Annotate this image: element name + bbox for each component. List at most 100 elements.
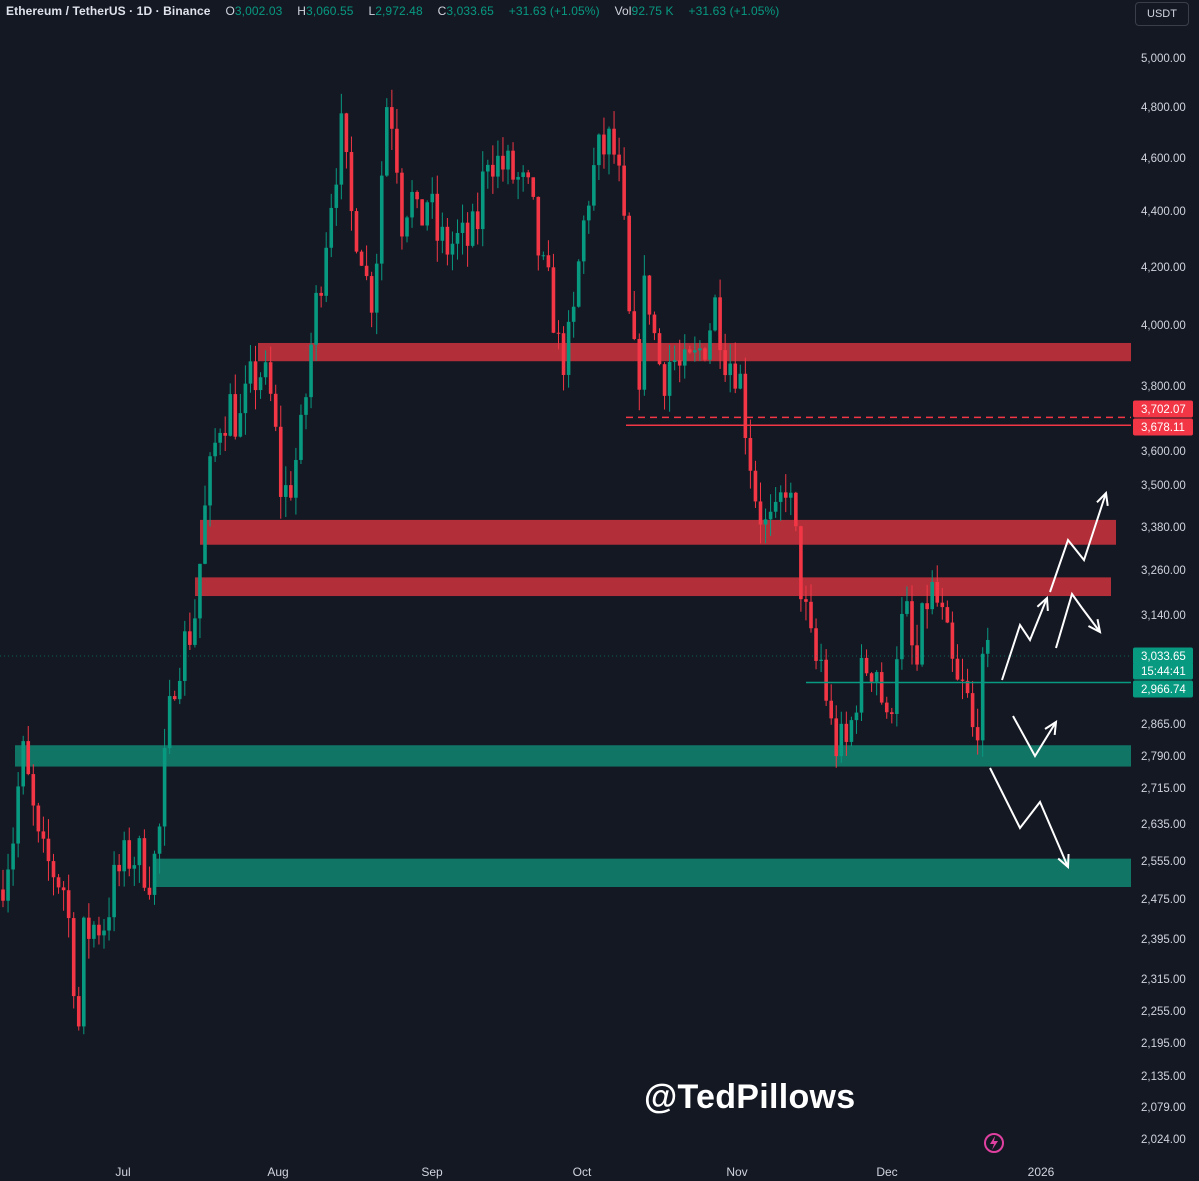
candle-body: [925, 603, 929, 610]
candle-body: [657, 333, 662, 365]
price-tick-label: 2,135.00: [1141, 1071, 1186, 1083]
time-tick-label: Oct: [573, 1165, 592, 1179]
candle-body: [864, 657, 869, 674]
candle-body: [799, 526, 803, 600]
candle-body: [465, 222, 470, 246]
candle-body: [253, 361, 258, 391]
price-label-text: 3,702.07: [1141, 404, 1186, 416]
candle-body: [748, 437, 753, 471]
candle-body: [374, 263, 379, 313]
price-tick-label: 2,024.00: [1141, 1134, 1186, 1146]
candle-body: [890, 712, 894, 715]
candle-body: [339, 113, 344, 185]
candle-body: [273, 393, 278, 427]
candle-body: [278, 426, 283, 497]
symbol-title[interactable]: Ethereum / TetherUS · 1D · Binance: [6, 4, 211, 18]
lightning-icon[interactable]: [982, 1131, 1006, 1155]
candle-body: [844, 723, 849, 742]
candle-body: [440, 226, 445, 241]
candle-body: [688, 349, 692, 353]
price-label-box: [1133, 662, 1193, 680]
candle-body: [733, 363, 738, 389]
candle-body: [496, 155, 500, 177]
resistance-zone: [195, 577, 1111, 597]
candle-body: [965, 680, 970, 694]
candle-body: [703, 348, 707, 360]
candle-body: [268, 362, 273, 394]
candle-body: [632, 311, 637, 339]
candle-body: [359, 251, 364, 266]
candle-body: [97, 924, 101, 936]
candle-body: [975, 727, 980, 741]
candle-body: [31, 774, 36, 806]
candle-body: [980, 653, 985, 741]
candle-body: [849, 720, 854, 742]
candle-body: [718, 297, 722, 351]
arrow-bounce: [1012, 715, 1057, 758]
candle-body: [162, 748, 167, 827]
candle-body: [672, 360, 677, 362]
support-zone: [155, 858, 1131, 887]
candle-body: [11, 843, 15, 870]
candle-body: [501, 155, 505, 170]
candle-body: [698, 348, 702, 351]
candle-body: [258, 377, 263, 391]
candle-body: [804, 599, 808, 602]
candle-body: [516, 176, 520, 180]
candle-body: [859, 657, 864, 713]
candle-body: [233, 394, 238, 437]
candle-body: [420, 199, 424, 226]
candle-body: [789, 492, 793, 498]
candle-body: [102, 930, 106, 936]
candle-body: [284, 485, 288, 497]
volume-value: 92.75 K: [631, 4, 674, 18]
candle-body: [521, 172, 525, 177]
candle-body: [829, 700, 833, 719]
price-tick-label: 2,315.00: [1141, 974, 1186, 986]
candle-body: [622, 165, 626, 216]
candle-body: [612, 128, 616, 155]
candle-body: [985, 639, 990, 654]
candle-body: [824, 659, 828, 701]
price-tick-label: 2,395.00: [1141, 934, 1186, 946]
candle-body: [915, 645, 919, 665]
candle-body: [814, 628, 818, 661]
candle-body: [480, 171, 485, 230]
candle-body: [21, 741, 25, 787]
candle-body: [203, 505, 207, 564]
currency-button[interactable]: USDT: [1135, 2, 1189, 26]
candle-body: [511, 150, 515, 180]
candle-body: [950, 622, 955, 659]
candle-body: [486, 164, 490, 172]
price-tick-label: 4,800.00: [1141, 102, 1186, 114]
candle-body: [905, 601, 909, 614]
candle-body: [137, 838, 142, 866]
candle-body: [122, 840, 126, 872]
candle-body: [546, 255, 551, 268]
candle-body: [900, 613, 904, 660]
candle-body: [839, 723, 844, 757]
low-value: 2,972.48: [375, 4, 423, 18]
price-tick-label: 4,000.00: [1141, 320, 1186, 332]
candle-body: [763, 519, 768, 525]
candle-body: [263, 362, 268, 378]
candle-body: [61, 887, 66, 891]
candle-body: [445, 226, 450, 255]
candle-body: [869, 673, 874, 682]
candle-body: [364, 265, 369, 277]
arrow-breakdown-head: [1057, 853, 1070, 870]
support-zone: [15, 745, 1131, 767]
candle-body: [319, 292, 323, 296]
candle-body: [117, 864, 121, 872]
candle-body: [854, 712, 859, 721]
price-tick-label: 2,079.00: [1141, 1102, 1186, 1114]
candle-body: [142, 838, 147, 888]
price-label-text: 15:44:41: [1141, 666, 1186, 678]
candle-body: [410, 191, 414, 218]
price-label-box: [1133, 680, 1193, 698]
candle-body: [385, 107, 389, 176]
candle-body: [895, 659, 899, 715]
price-tick-label: 2,555.00: [1141, 856, 1186, 868]
